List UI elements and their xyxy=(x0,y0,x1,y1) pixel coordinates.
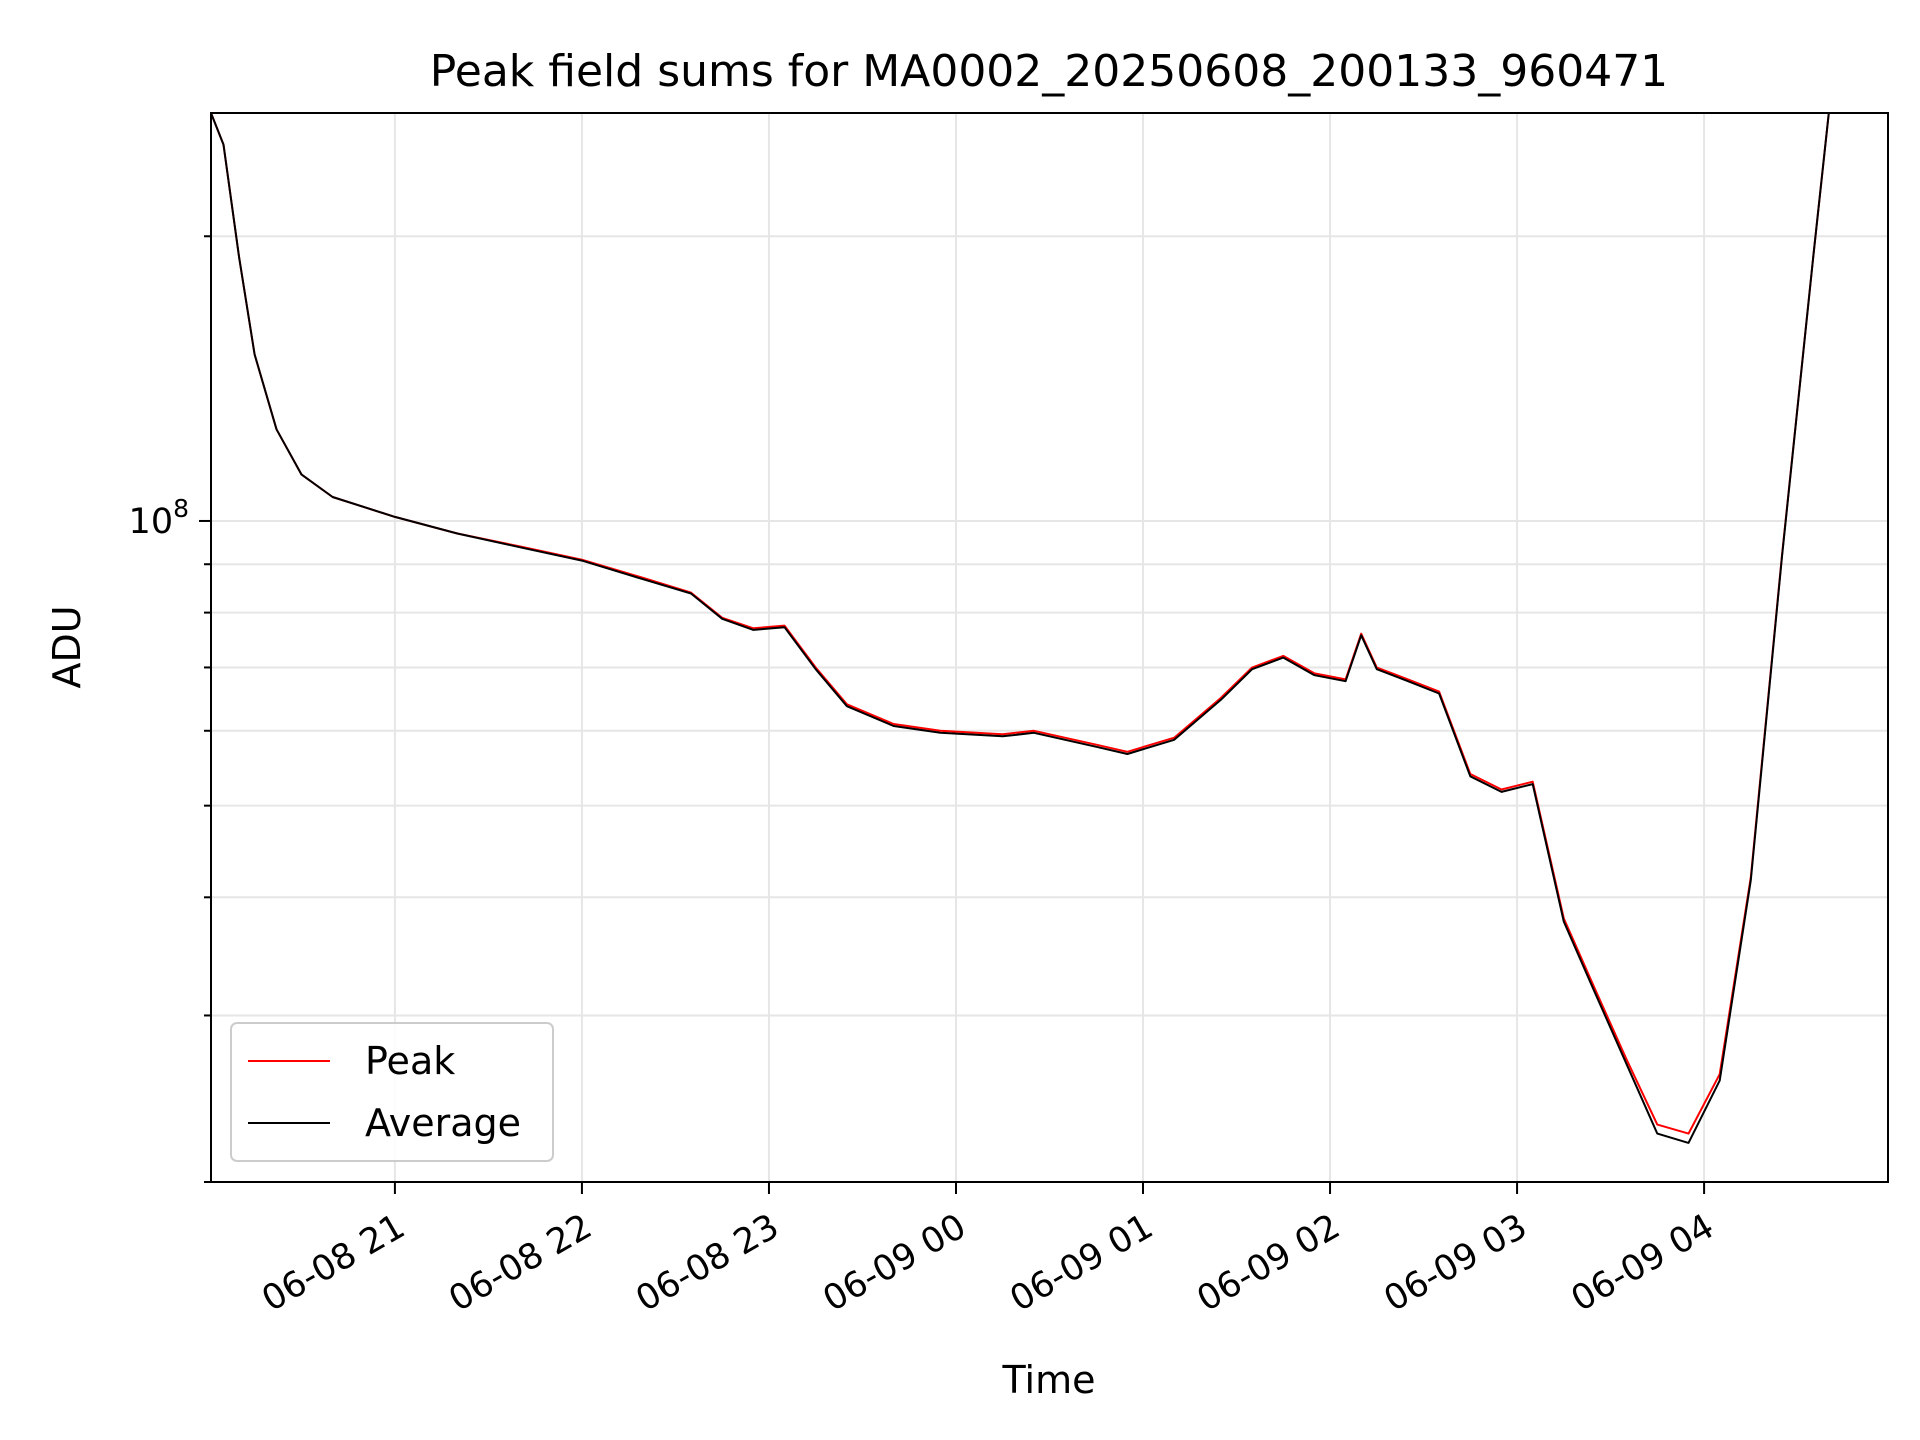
plot-frame xyxy=(210,112,1889,1183)
series-line-average xyxy=(211,113,1830,1144)
legend: Peak Average xyxy=(230,1022,554,1162)
legend-label-peak: Peak xyxy=(365,1039,455,1083)
x-axis-label: Time xyxy=(1002,1358,1096,1402)
series-lines xyxy=(211,113,1830,1144)
legend-label-average: Average xyxy=(365,1101,521,1145)
legend-box xyxy=(230,1022,554,1162)
chart-title: Peak field sums for MA0002_20250608_2001… xyxy=(430,46,1668,97)
y-axis-label: ADU xyxy=(45,605,89,688)
y-tick-label: 108 xyxy=(129,494,189,542)
